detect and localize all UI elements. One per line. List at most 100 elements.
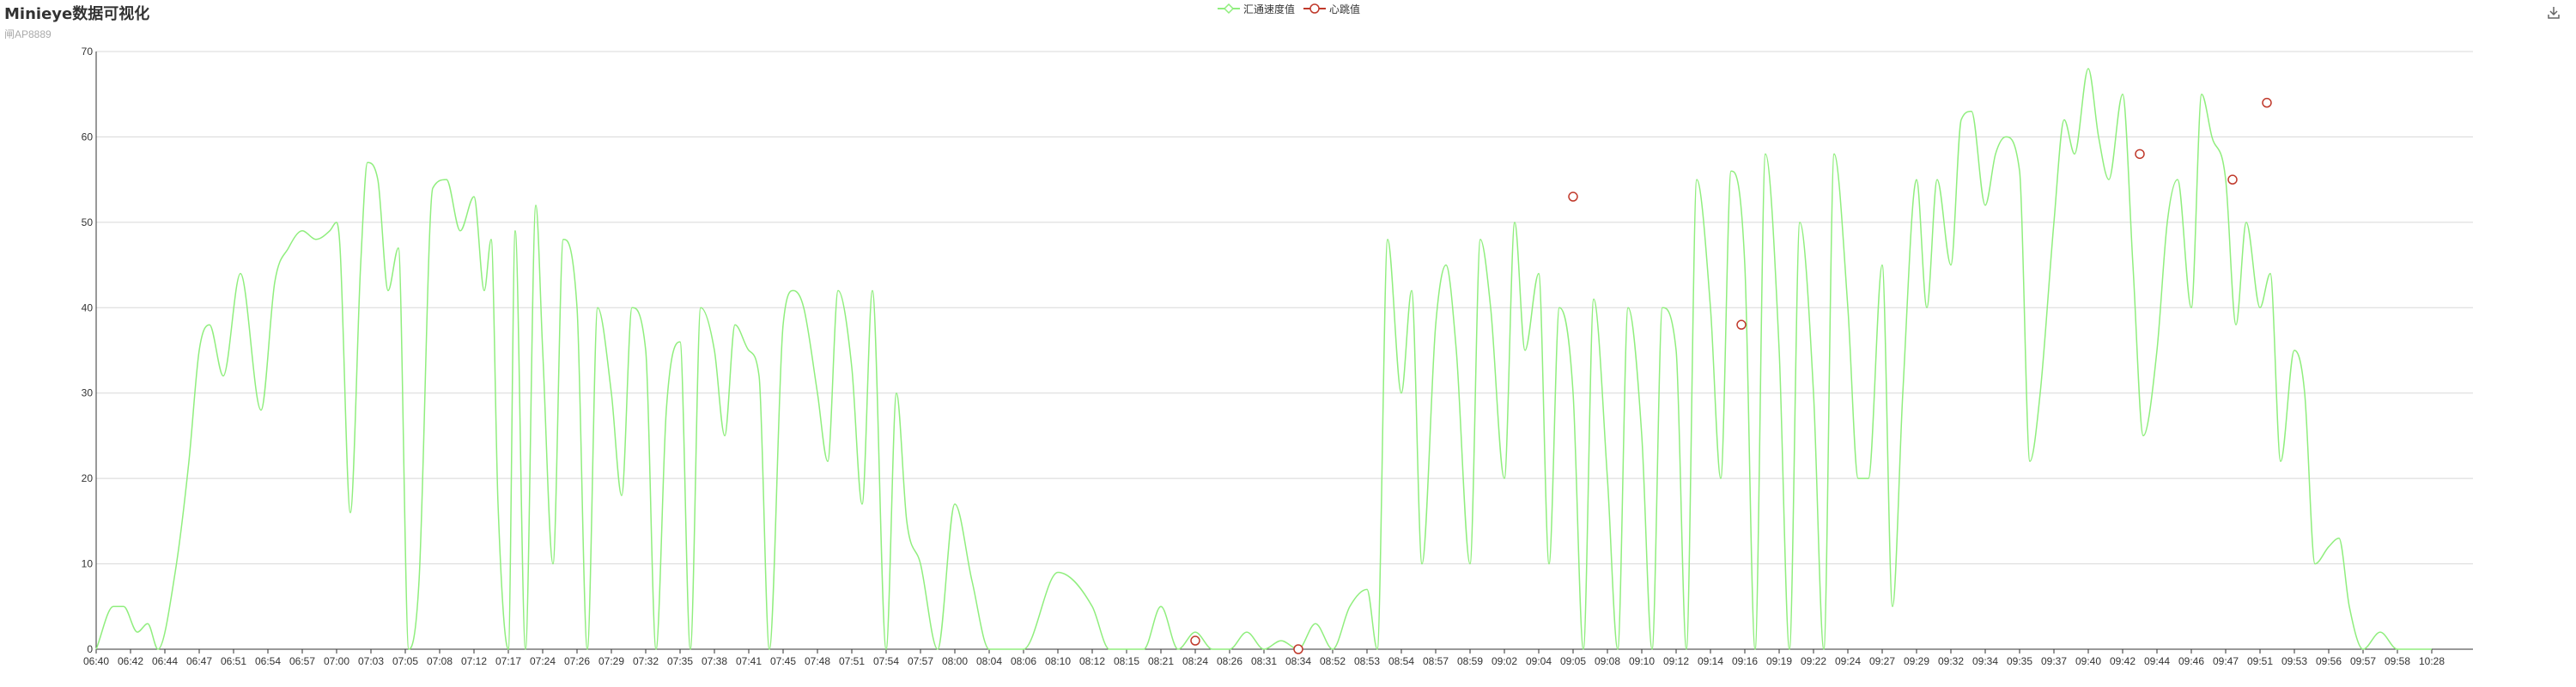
- x-tick-label: 09:47: [2213, 655, 2239, 667]
- y-tick-label: 0: [87, 643, 93, 655]
- x-tick-label: 09:51: [2247, 655, 2273, 667]
- legend-item-heartbeat[interactable]: 心跳值: [1303, 2, 1360, 16]
- heartbeat-point[interactable]: [2135, 149, 2145, 160]
- chart-title: Minieye数据可视化: [4, 5, 150, 23]
- x-tick-label: 07:24: [530, 655, 556, 667]
- x-tick-label: 07:57: [908, 655, 933, 667]
- x-tick-label: 07:41: [736, 655, 762, 667]
- x-tick-label: 07:35: [667, 655, 693, 667]
- x-tick-label: 09:40: [2075, 655, 2101, 667]
- y-tick-label: 10: [82, 558, 94, 570]
- circle-marker-icon: [1303, 3, 1327, 14]
- x-tick-label: 08:34: [1285, 655, 1311, 667]
- x-tick-label: 08:15: [1114, 655, 1139, 667]
- x-tick-label: 09:46: [2178, 655, 2204, 667]
- y-tick-label: 30: [82, 387, 94, 399]
- x-tick-label: 06:42: [118, 655, 143, 667]
- x-tick-label: 07:51: [839, 655, 865, 667]
- x-tick-label: 08:52: [1320, 655, 1346, 667]
- x-tick-label: 06:51: [221, 655, 246, 667]
- x-tick-label: 09:37: [2041, 655, 2067, 667]
- heartbeat-point[interactable]: [2262, 97, 2272, 108]
- x-tick-label: 09:02: [1492, 655, 1517, 667]
- x-tick-label: 09:12: [1663, 655, 1689, 667]
- chart-subtitle: 闸AP8889: [4, 28, 52, 40]
- x-tick-label: 08:04: [976, 655, 1002, 667]
- x-tick-label: 08:26: [1217, 655, 1242, 667]
- x-tick-label: 08:21: [1148, 655, 1174, 667]
- x-tick-label: 09:56: [2316, 655, 2342, 667]
- x-tick-label: 07:00: [324, 655, 349, 667]
- x-tick-label: 07:38: [702, 655, 727, 667]
- diamond-marker-icon: [1218, 3, 1240, 15]
- series-line-speed: [95, 68, 2432, 650]
- x-tick-label: 06:54: [255, 655, 281, 667]
- x-tick-label: 08:57: [1423, 655, 1449, 667]
- x-tick-label: 08:00: [942, 655, 968, 667]
- x-tick-label: 07:05: [392, 655, 418, 667]
- x-tick-label: 09:34: [1972, 655, 1998, 667]
- x-tick-label: 08:24: [1182, 655, 1208, 667]
- legend-label-speed: 汇通速度值: [1243, 3, 1296, 15]
- y-tick-label: 20: [82, 472, 94, 484]
- x-tick-label: 09:57: [2350, 655, 2376, 667]
- x-tick-label: 09:42: [2110, 655, 2136, 667]
- x-tick-label: 09:24: [1835, 655, 1861, 667]
- x-tick-label: 09:08: [1595, 655, 1620, 667]
- y-tick-label: 40: [82, 301, 94, 313]
- x-tick-label: 09:14: [1698, 655, 1723, 667]
- x-tick-label: 07:32: [633, 655, 659, 667]
- x-tick-label: 09:35: [2007, 655, 2032, 667]
- x-tick-label: 09:04: [1526, 655, 1552, 667]
- x-tick-label: 06:57: [289, 655, 315, 667]
- heartbeat-point[interactable]: [1568, 192, 1578, 202]
- x-tick-label: 08:59: [1457, 655, 1483, 667]
- x-tick-label: 07:48: [805, 655, 830, 667]
- x-axis: 06:40 06:42 06:44 06:47 06:51 06:54 06:57 07:00…: [83, 648, 2473, 667]
- x-tick-label: 07:08: [427, 655, 453, 667]
- x-tick-label: 08:31: [1251, 655, 1277, 667]
- x-tick-label: 08:12: [1079, 655, 1105, 667]
- heartbeat-point[interactable]: [2227, 174, 2238, 185]
- x-tick-label: 09:53: [2281, 655, 2307, 667]
- y-tick-label: 60: [82, 131, 94, 143]
- x-tick-label: 06:44: [152, 655, 178, 667]
- x-tick-label: 09:27: [1869, 655, 1895, 667]
- x-tick-label: 09:44: [2144, 655, 2170, 667]
- download-button[interactable]: [2547, 6, 2561, 24]
- x-tick-label: 09:16: [1732, 655, 1758, 667]
- x-tick-label: 08:06: [1011, 655, 1036, 667]
- x-tick-label: 09:05: [1560, 655, 1586, 667]
- y-axis: 0 10 20 30 40 50 60 70: [82, 46, 97, 655]
- x-tick-label: 09:19: [1766, 655, 1792, 667]
- x-tick-label: 08:54: [1388, 655, 1414, 667]
- heartbeat-point[interactable]: [1293, 644, 1303, 654]
- x-tick-label: 07:45: [770, 655, 796, 667]
- y-tick-label: 50: [82, 216, 94, 228]
- x-tick-label: 09:29: [1904, 655, 1929, 667]
- series-layer: [95, 68, 2432, 650]
- x-tick-label: 09:32: [1938, 655, 1964, 667]
- download-icon: [2548, 7, 2560, 19]
- x-tick-label: 09:10: [1629, 655, 1655, 667]
- x-tick-label: 07:17: [495, 655, 521, 667]
- x-tick-label: 10:28: [2419, 655, 2445, 667]
- x-tick-label: 08:53: [1354, 655, 1380, 667]
- x-tick-label: 07:03: [358, 655, 384, 667]
- legend-item-speed[interactable]: 汇通速度值: [1218, 2, 1295, 16]
- legend: 汇通速度值 心跳值: [1218, 2, 1369, 15]
- x-tick-label: 09:58: [2385, 655, 2410, 667]
- grid-lines: [96, 51, 2473, 650]
- x-tick-label: 07:29: [598, 655, 624, 667]
- x-tick-label: 06:40: [83, 655, 109, 667]
- heartbeat-point[interactable]: [1736, 319, 1747, 330]
- legend-label-heartbeat: 心跳值: [1329, 3, 1361, 15]
- x-tick-label: 06:47: [186, 655, 212, 667]
- heartbeat-point[interactable]: [1190, 635, 1200, 646]
- x-tick-label: 07:12: [461, 655, 487, 667]
- y-tick-label: 70: [82, 46, 94, 58]
- x-tick-label: 07:54: [873, 655, 899, 667]
- x-tick-label: 07:26: [564, 655, 590, 667]
- x-tick-label: 08:10: [1045, 655, 1071, 667]
